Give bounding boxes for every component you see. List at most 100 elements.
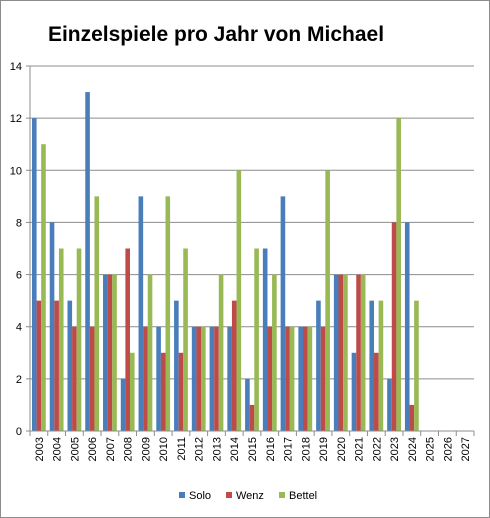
bar-solo-2011 bbox=[174, 300, 179, 431]
x-tick-label: 2005 bbox=[69, 437, 81, 461]
legend-swatch-solo bbox=[179, 492, 185, 498]
x-tick-label: 2022 bbox=[371, 437, 383, 461]
bar-solo-2017 bbox=[280, 196, 286, 431]
bar-solo-2010 bbox=[156, 326, 161, 431]
legend-label-solo: Solo bbox=[189, 490, 211, 502]
bar-wenz-2022 bbox=[374, 352, 379, 431]
x-tick-label: 2014 bbox=[229, 437, 241, 461]
bar-wenz-2006 bbox=[89, 326, 95, 431]
bar-solo-2003 bbox=[31, 118, 37, 432]
bar-wenz-2013 bbox=[214, 326, 219, 431]
bar-solo-2018 bbox=[298, 326, 303, 431]
bar-solo-2024 bbox=[404, 222, 410, 431]
bar-bettel-2015 bbox=[254, 248, 259, 431]
bar-bettel-2003 bbox=[41, 144, 46, 431]
bar-wenz-2009 bbox=[143, 326, 148, 431]
x-tick-label: 2003 bbox=[34, 437, 46, 461]
bar-solo-2004 bbox=[49, 222, 55, 431]
legend-label-bettel: Bettel bbox=[289, 490, 317, 502]
bar-bettel-2020 bbox=[343, 274, 348, 431]
x-tick-label: 2012 bbox=[194, 437, 206, 461]
y-tick-label: 8 bbox=[16, 217, 22, 229]
bar-wenz-2015 bbox=[249, 404, 255, 431]
bar-wenz-2016 bbox=[267, 326, 273, 431]
bar-bettel-2018 bbox=[307, 326, 313, 431]
x-tick-label: 2013 bbox=[211, 437, 223, 461]
bar-bettel-2005 bbox=[76, 248, 82, 431]
x-tick-label: 2010 bbox=[158, 437, 170, 461]
x-tick-labels: 2003 2004 2005 2006 2007 2008 2009 2010 2011 2012… bbox=[34, 437, 472, 461]
bar-bettel-2011 bbox=[183, 248, 188, 431]
bar-bettel-2022 bbox=[378, 300, 384, 431]
bar-bettel-2013 bbox=[218, 274, 224, 431]
bar-bettel-2023 bbox=[396, 118, 401, 432]
x-tick-label: 2023 bbox=[389, 437, 401, 461]
x-tick-label: 2017 bbox=[283, 437, 295, 461]
x-tick-label: 2015 bbox=[247, 437, 259, 461]
bar-solo-2019 bbox=[316, 300, 321, 431]
x-tick-label: 2027 bbox=[460, 437, 472, 461]
bar-wenz-2007 bbox=[107, 274, 113, 431]
bar-wenz-2017 bbox=[285, 326, 290, 431]
bar-wenz-2005 bbox=[72, 326, 77, 431]
y-tick-label: 10 bbox=[10, 165, 22, 177]
x-tick-label: 2026 bbox=[442, 437, 454, 461]
bar-bettel-2006 bbox=[94, 196, 100, 431]
bar-solo-2020 bbox=[333, 274, 339, 431]
bar-solo-2007 bbox=[103, 274, 108, 431]
bar-solo-2021 bbox=[351, 352, 357, 431]
x-tick-label: 2018 bbox=[300, 437, 312, 461]
bar-bettel-2007 bbox=[112, 274, 117, 431]
bar-wenz-2011 bbox=[178, 352, 184, 431]
bar-wenz-2024 bbox=[409, 404, 415, 431]
bar-bettel-2004 bbox=[58, 248, 64, 431]
bar-wenz-2008 bbox=[125, 248, 130, 431]
bar-wenz-2021 bbox=[356, 274, 361, 431]
x-tick-label: 2024 bbox=[407, 437, 419, 461]
bar-bettel-2024 bbox=[414, 300, 419, 431]
y-tick-label: 14 bbox=[10, 61, 22, 73]
bar-solo-2016 bbox=[262, 248, 268, 431]
y-tick-label: 2 bbox=[16, 374, 22, 386]
y-tick-label: 0 bbox=[16, 426, 22, 438]
x-tick-label: 2021 bbox=[354, 437, 366, 461]
bar-bettel-2012 bbox=[201, 326, 206, 431]
y-tick-label: 6 bbox=[16, 270, 22, 282]
legend-label-wenz: Wenz bbox=[236, 490, 264, 502]
bar-wenz-2010 bbox=[160, 352, 166, 431]
x-tick-label: 2009 bbox=[140, 437, 152, 461]
bar-wenz-2023 bbox=[391, 222, 397, 431]
bar-solo-2014 bbox=[227, 326, 232, 431]
x-tick-label: 2011 bbox=[176, 437, 188, 461]
legend: Solo Wenz Bettel bbox=[179, 490, 317, 502]
bar-bettel-2021 bbox=[360, 274, 366, 431]
bar-bettel-2017 bbox=[289, 326, 295, 431]
bar-wenz-2004 bbox=[54, 300, 59, 431]
x-tick-label: 2004 bbox=[52, 437, 64, 461]
x-tick-label: 2019 bbox=[318, 437, 330, 461]
bar-bettel-2009 bbox=[147, 274, 153, 431]
bar-solo-2009 bbox=[138, 196, 144, 431]
x-tick-label: 2006 bbox=[87, 437, 99, 461]
bar-solo-2013 bbox=[209, 326, 215, 431]
bar-wenz-2003 bbox=[36, 300, 42, 431]
x-tick-label: 2007 bbox=[105, 437, 117, 461]
bar-bettel-2019 bbox=[325, 170, 330, 432]
bars bbox=[31, 92, 419, 432]
bar-wenz-2012 bbox=[196, 326, 202, 431]
bar-bettel-2008 bbox=[129, 352, 135, 431]
bar-wenz-2014 bbox=[231, 300, 237, 431]
bar-bettel-2014 bbox=[236, 170, 242, 432]
y-tick-labels: 0 2 4 6 8 10 12 14 bbox=[10, 61, 22, 438]
legend-swatch-bettel bbox=[279, 492, 285, 498]
x-tick-label: 2020 bbox=[336, 437, 348, 461]
y-tick-label: 12 bbox=[10, 113, 22, 125]
bar-solo-2012 bbox=[191, 326, 197, 431]
x-tick-label: 2025 bbox=[425, 437, 437, 461]
bar-solo-2008 bbox=[120, 378, 126, 431]
bar-solo-2022 bbox=[369, 300, 375, 431]
bar-bettel-2016 bbox=[272, 274, 277, 431]
legend-swatch-wenz bbox=[226, 492, 232, 498]
bar-bettel-2010 bbox=[165, 196, 171, 431]
